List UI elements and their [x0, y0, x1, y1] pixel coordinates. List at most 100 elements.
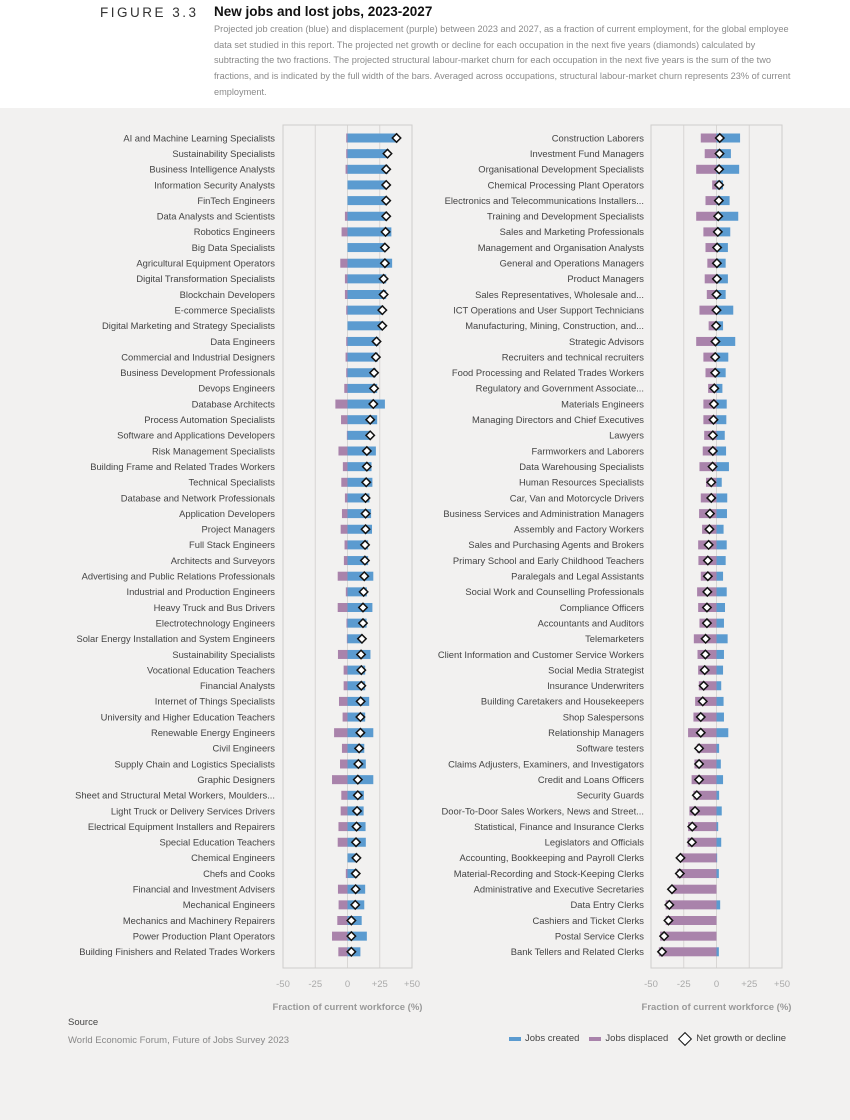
net-growth-diamond — [356, 633, 368, 645]
occupation-label: Advertising and Public Relations Profess… — [82, 571, 276, 582]
occupation-label: Digital Transformation Specialists — [136, 273, 275, 284]
legend: Jobs created Jobs displaced Net growth o… — [509, 1031, 787, 1046]
net-growth-diamond — [704, 508, 716, 519]
occupation-label: Social Media Strategist — [548, 664, 644, 675]
net-growth-diamond — [705, 492, 717, 504]
net-growth-diamond — [356, 664, 367, 676]
bar-jobs-created — [716, 399, 727, 409]
occupation-label: Human Resources Specialists — [519, 477, 644, 488]
bar-jobs-created — [716, 806, 722, 816]
bar-jobs-created — [716, 493, 728, 503]
x-axis-label: Fraction of current workforce (%) — [642, 1002, 792, 1013]
bar-jobs-displaced — [704, 149, 717, 159]
net-growth-diamond — [697, 696, 709, 707]
bar-jobs-displaced — [337, 837, 348, 847]
legend-created-label: Jobs created — [525, 1033, 580, 1044]
occupation-label: Data Engineers — [210, 336, 275, 347]
bar-jobs-displaced — [341, 743, 348, 753]
bar-jobs-displaced — [696, 336, 717, 346]
x-tick-label: -50 — [276, 979, 290, 990]
net-growth-diamond — [359, 570, 370, 582]
bar-jobs-created — [347, 305, 384, 315]
occupation-label: Sales and Purchasing Agents and Brokers — [468, 539, 644, 550]
occupation-label: Electrical Equipment Installers and Repa… — [88, 821, 275, 832]
occupation-label: Data Analysts and Scientists — [157, 211, 276, 222]
occupation-label: Architects and Surveyors — [171, 555, 276, 566]
occupation-label: Project Managers — [202, 524, 276, 535]
bar-jobs-created — [347, 164, 389, 174]
net-growth-diamond — [355, 696, 366, 707]
bar-jobs-created — [716, 790, 720, 800]
bar-jobs-created — [716, 524, 724, 534]
legend-net-label: Net growth or decline — [696, 1033, 787, 1044]
occupation-label: Special Education Teachers — [159, 837, 275, 848]
net-growth-diamond — [380, 226, 391, 238]
bar-jobs-created — [347, 477, 373, 487]
bar-jobs-displaced — [340, 258, 348, 268]
bar-jobs-displaced — [344, 383, 348, 393]
bar-jobs-displaced — [705, 196, 717, 206]
net-growth-diamond — [675, 852, 686, 864]
net-growth-diamond — [713, 195, 725, 206]
occupation-label: Strategic Advisors — [569, 336, 644, 347]
bar-jobs-displaced — [332, 775, 348, 785]
bar-jobs-displaced — [344, 290, 348, 299]
occupation-label: Business Intelligence Analysts — [149, 164, 275, 175]
occupation-label: Client Information and Customer Service … — [438, 649, 644, 660]
bar-jobs-displaced — [341, 509, 348, 519]
net-growth-diamond — [708, 414, 719, 425]
bar-jobs-created — [716, 211, 739, 221]
bar-jobs-created — [347, 352, 378, 362]
occupation-label: Digital Marketing and Strategy Specialis… — [102, 320, 275, 331]
net-growth-diamond — [358, 586, 369, 598]
net-growth-diamond — [691, 790, 703, 801]
net-growth-diamond — [686, 836, 698, 848]
bar-jobs-displaced — [345, 587, 348, 597]
occupation-label: Materials Engineers — [561, 398, 644, 409]
bar-jobs-created — [716, 368, 726, 378]
bar-jobs-created — [716, 462, 729, 472]
bar-jobs-displaced — [704, 274, 717, 284]
occupation-label: Blockchain Developers — [180, 289, 276, 300]
bar-jobs-displaced — [338, 947, 348, 957]
occupation-label: Financial Analysts — [200, 680, 275, 691]
net-growth-diamond — [377, 320, 388, 332]
occupation-label: Cashiers and Ticket Clerks — [533, 915, 645, 926]
net-growth-diamond — [702, 570, 714, 582]
bar-jobs-displaced — [346, 368, 348, 378]
bar-jobs-created — [716, 430, 725, 440]
occupation-label: Product Managers — [567, 273, 644, 284]
occupation-label: Devops Engineers — [198, 383, 275, 394]
net-growth-diamond — [695, 727, 707, 738]
occupation-label: Postal Service Clerks — [555, 930, 644, 941]
bar-jobs-displaced — [344, 274, 348, 284]
net-growth-diamond — [355, 649, 367, 660]
net-growth-diamond — [352, 774, 364, 785]
net-growth-diamond — [371, 336, 382, 347]
occupation-label: Electronics and Telecommunications Insta… — [445, 195, 644, 206]
occupation-label: Training and Development Specialists — [487, 211, 644, 222]
occupation-label: Chemical Processing Plant Operators — [488, 179, 645, 190]
bar-jobs-displaced — [346, 149, 348, 159]
bar-jobs-displaced — [693, 790, 717, 800]
bar-jobs-created — [716, 712, 724, 722]
net-growth-diamond — [361, 445, 373, 457]
occupation-label: Food Processing and Related Trades Worke… — [452, 367, 644, 378]
bar-jobs-created — [716, 775, 724, 785]
bar-jobs-created — [347, 290, 387, 299]
bar-jobs-displaced — [338, 696, 348, 706]
occupation-label: Statistical, Finance and Insurance Clerk… — [474, 821, 644, 832]
bar-jobs-created — [716, 759, 721, 769]
occupation-label: Data Warehousing Specialists — [519, 461, 644, 472]
plot-frame — [650, 124, 783, 969]
x-tick-label: +25 — [372, 979, 388, 990]
bar-jobs-displaced — [345, 352, 348, 362]
net-growth-diamond — [364, 430, 376, 441]
bar-jobs-created — [716, 274, 728, 284]
occupation-label: Sustainability Specialists — [172, 649, 275, 660]
bar-jobs-displaced — [334, 728, 348, 738]
bar-jobs-created — [347, 368, 376, 378]
bar-jobs-displaced — [346, 305, 348, 315]
net-growth-diamond — [711, 289, 722, 300]
net-growth-diamond — [704, 523, 715, 535]
